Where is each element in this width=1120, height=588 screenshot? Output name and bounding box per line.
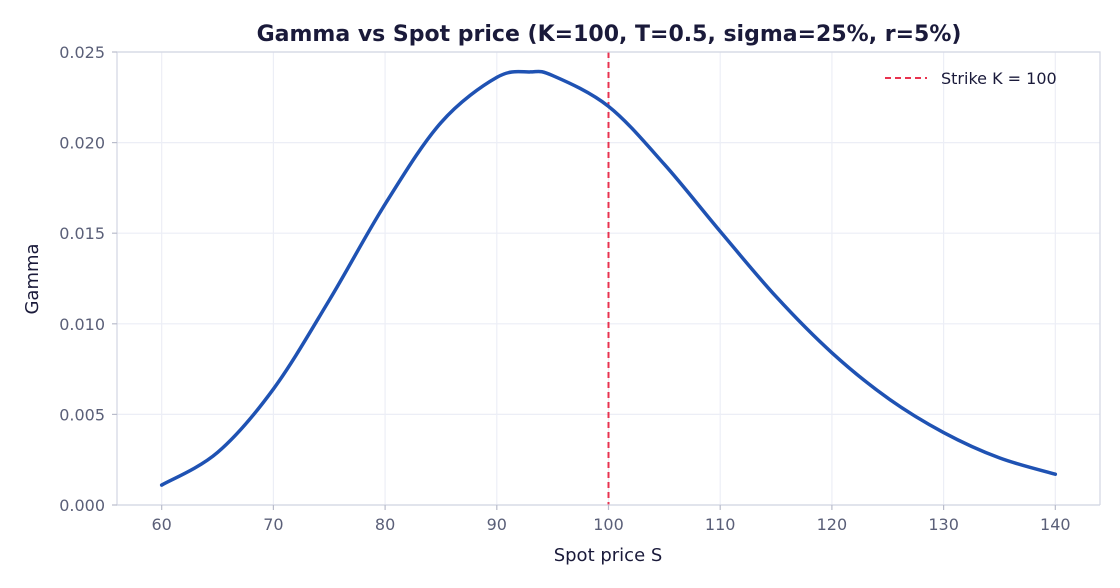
x-tick-label: 100 <box>593 515 624 534</box>
chart-title: Gamma vs Spot price (K=100, T=0.5, sigma… <box>257 22 962 47</box>
x-axis-label: Spot price S <box>554 545 663 566</box>
x-tick-label: 140 <box>1040 515 1071 534</box>
legend-strike-label: Strike K = 100 <box>941 69 1057 88</box>
x-tick-label: 90 <box>487 515 507 534</box>
x-tick-label: 70 <box>263 515 283 534</box>
y-tick-label: 0.005 <box>59 405 105 424</box>
y-tick-label: 0.020 <box>59 134 105 153</box>
x-tick-label: 80 <box>375 515 395 534</box>
y-tick-label: 0.025 <box>59 43 105 62</box>
x-axis-ticks: 60 70 80 90 100 110 120 130 140 <box>152 505 1071 534</box>
y-axis-label: Gamma <box>22 243 43 314</box>
x-tick-label: 120 <box>817 515 848 534</box>
y-tick-label: 0.015 <box>59 224 105 243</box>
x-tick-label: 60 <box>152 515 172 534</box>
x-tick-label: 110 <box>705 515 736 534</box>
gamma-series-line <box>159 69 1058 487</box>
plot-spine-top-right <box>117 51 1101 505</box>
legend: Strike K = 100 <box>885 69 1057 88</box>
y-axis-ticks: 0.000 0.005 0.010 0.015 0.020 0.025 <box>59 43 117 515</box>
x-tick-label: 130 <box>928 515 959 534</box>
y-tick-label: 0.000 <box>59 496 105 515</box>
y-tick-label: 0.010 <box>59 315 105 334</box>
series-lines <box>159 69 1058 487</box>
